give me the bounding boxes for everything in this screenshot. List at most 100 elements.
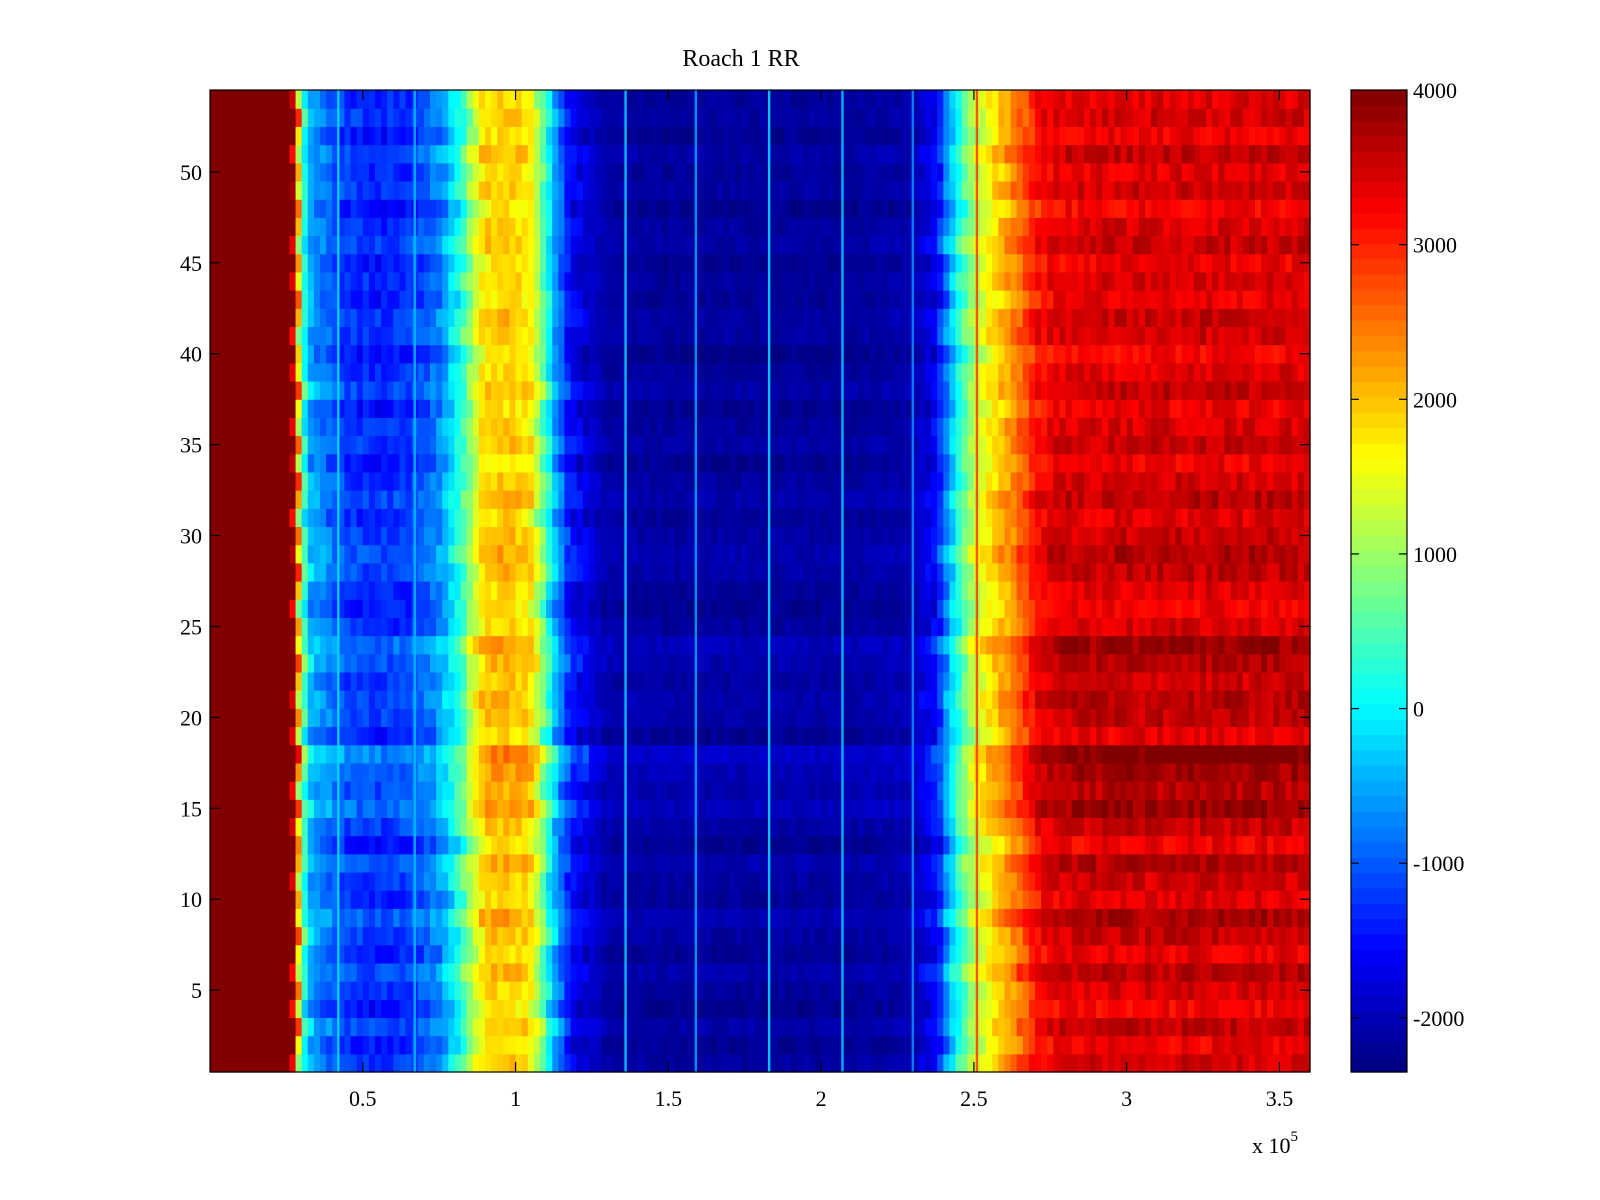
heatmap-cell (1010, 817, 1018, 837)
heatmap-cell (601, 835, 608, 855)
heatmap-cell (1145, 762, 1152, 782)
heatmap-cell (1175, 908, 1183, 928)
heatmap-cell (1010, 944, 1018, 964)
heatmap-cell (1138, 1017, 1146, 1037)
heatmap-cell (362, 853, 370, 873)
heatmap-cell (882, 726, 889, 746)
heatmap-cell (949, 926, 957, 946)
heatmap-cell (705, 1035, 712, 1055)
heatmap-cell (1071, 944, 1079, 964)
heatmap-cell (423, 581, 431, 600)
heatmap-cell (1108, 853, 1116, 873)
heatmap-cell (888, 635, 896, 655)
heatmap-cell (234, 871, 242, 891)
heatmap-cell (436, 835, 443, 855)
heatmap-cell (760, 853, 767, 873)
heatmap-cell (790, 799, 798, 819)
heatmap-cell (485, 690, 492, 709)
heatmap-cell (521, 835, 529, 855)
heatmap-cell (289, 726, 297, 746)
heatmap-cell (368, 690, 376, 709)
heatmap-cell (1126, 1035, 1134, 1055)
heatmap-cell (1145, 962, 1152, 982)
heatmap-cell (485, 762, 492, 782)
heatmap-cell (625, 853, 633, 873)
heatmap-cell (918, 999, 926, 1019)
heatmap-cell (912, 799, 920, 819)
heatmap-cell (772, 817, 779, 837)
heatmap-cell (729, 926, 737, 946)
heatmap-cell (1090, 762, 1097, 782)
heatmap-cell (1077, 617, 1085, 637)
heatmap-cell (521, 744, 529, 764)
heatmap-cell (918, 617, 926, 637)
heatmap-cell (1010, 999, 1018, 1019)
heatmap-cell (362, 981, 370, 1000)
heatmap-cell (821, 562, 828, 582)
heatmap-cell (851, 708, 859, 728)
heatmap-cell (527, 599, 535, 618)
heatmap-cell (613, 908, 621, 928)
heatmap-cell (1193, 1017, 1201, 1037)
heatmap-cell (1242, 744, 1250, 764)
heatmap-cell (1071, 781, 1079, 800)
heatmap-cell (344, 690, 352, 709)
heatmap-cell (515, 671, 523, 691)
heatmap-cell (1230, 708, 1238, 728)
heatmap-cell (674, 653, 682, 673)
heatmap-cell (1010, 726, 1018, 746)
heatmap-cell (246, 762, 254, 782)
heatmap-cell (454, 890, 462, 909)
heatmap-cell (216, 926, 223, 946)
heatmap-cell (1028, 908, 1036, 928)
heatmap-cell (1181, 853, 1189, 873)
heatmap-cell (900, 726, 908, 746)
heatmap-cell (1236, 871, 1244, 891)
heatmap-cell (656, 853, 663, 873)
heatmap-cell (1218, 1053, 1226, 1073)
heatmap-cell (460, 653, 468, 673)
heatmap-cell (998, 1053, 1006, 1073)
heatmap-cell (833, 653, 841, 673)
heatmap-cell (246, 853, 254, 873)
heatmap-cell (821, 744, 828, 764)
heatmap-cell (753, 708, 761, 728)
heatmap-cell (1212, 835, 1219, 855)
heatmap-cell (1016, 908, 1024, 928)
heatmap-cell (1108, 981, 1116, 1000)
heatmap-cell (509, 908, 517, 928)
heatmap-cell (1096, 690, 1103, 709)
heatmap-cell (472, 1035, 480, 1055)
heatmap-cell (295, 1035, 303, 1055)
heatmap-cell (778, 926, 786, 946)
heatmap-cell (912, 981, 920, 1000)
heatmap-cell (350, 890, 358, 909)
heatmap-cell (1236, 599, 1244, 618)
heatmap-cell (1145, 599, 1152, 618)
heatmap-cell (491, 617, 498, 637)
heatmap-cell (552, 1035, 559, 1055)
heatmap-cell (1120, 981, 1128, 1000)
heatmap-cell (313, 708, 321, 728)
heatmap-cell (368, 599, 376, 618)
heatmap-cell (436, 671, 443, 691)
heatmap-cell (815, 981, 822, 1000)
heatmap-cell (607, 635, 614, 655)
heatmap-cell (882, 762, 889, 782)
heatmap-cell (265, 726, 272, 746)
heatmap-cell (338, 908, 346, 928)
heatmap-cell (955, 908, 963, 928)
heatmap-cell (686, 762, 694, 782)
heatmap-cell (240, 781, 248, 800)
heatmap-cell (931, 653, 938, 673)
heatmap-cell (643, 562, 651, 582)
heatmap-cell (515, 581, 523, 600)
heatmap-cell (833, 581, 841, 600)
heatmap-cell (637, 871, 645, 891)
heatmap-cell (650, 799, 657, 819)
heatmap-cell (460, 599, 468, 618)
heatmap-cell (717, 981, 724, 1000)
heatmap-cell (356, 1053, 364, 1073)
heatmap-cell (1145, 690, 1152, 709)
heatmap-cell (1181, 1035, 1189, 1055)
